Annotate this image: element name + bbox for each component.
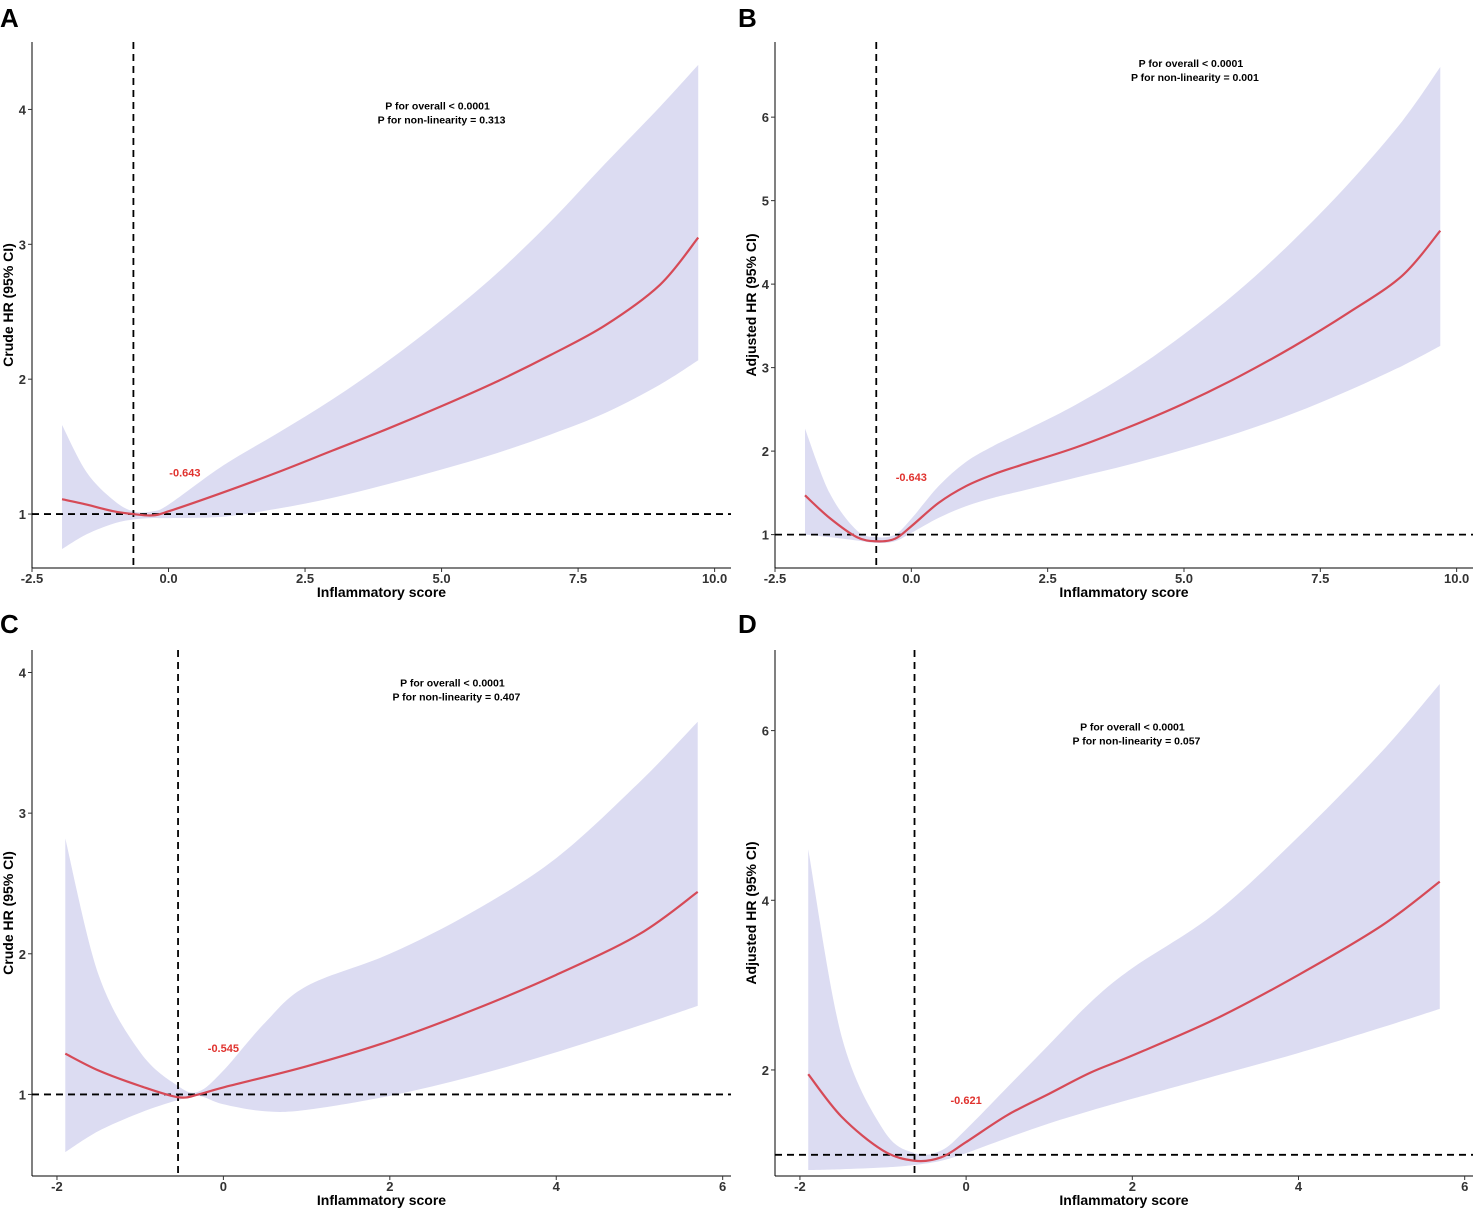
panel-b-y-tick-label: 2 — [762, 444, 769, 459]
panel-b-x-tick-label: 2.5 — [1039, 571, 1057, 586]
panel-a-y-tick-label: 4 — [19, 102, 27, 117]
panel-d-x-axis-title: Inflammatory score — [1059, 1192, 1188, 1208]
panel-a-letter: A — [0, 3, 19, 33]
panel-a-x-tick-label: 5.0 — [433, 571, 451, 586]
panel-a-x-tick-label: -2.5 — [21, 571, 43, 586]
panel-a-hr-curve — [61, 236, 700, 517]
panel-b-x-tick-label: 7.5 — [1311, 571, 1329, 586]
panel-d-x-tick-label: 4 — [1295, 1179, 1303, 1194]
panel-c-p-nonlinearity: P for non-linearity = 0.407 — [392, 692, 520, 704]
panel-a-x-tick-label: 2.5 — [296, 571, 314, 586]
panel-d-x-tick-label: 6 — [1461, 1179, 1468, 1194]
panel-c-y-tick-label: 4 — [19, 666, 27, 681]
panel-c-letter: C — [0, 609, 19, 639]
panel-c-x-tick-label: 4 — [553, 1179, 561, 1194]
panel-d-x-tick-label: 2 — [1129, 1179, 1136, 1194]
panel-a-y-tick-label: 1 — [19, 507, 26, 522]
panel-d-y-tick-label: 2 — [762, 1063, 769, 1078]
panel-b-p-nonlinearity: P for non-linearity = 0.001 — [1131, 72, 1259, 84]
panel-a: A -2.5 0.0 2.5 5.0 7.5 10.0 1 2 3 4 Inflammatory sc… — [0, 3, 731, 600]
panel-a-x-tick-label: 10.0 — [702, 571, 727, 586]
panel-b-ci-band — [804, 67, 1441, 543]
panel-d-x-tick-label: -2 — [794, 1179, 806, 1194]
panel-b-x-tick-label: -2.5 — [764, 571, 786, 586]
panel-b-y-axis-title: Adjusted HR (95% CI) — [743, 233, 759, 376]
panel-a-x-tick-label: 7.5 — [569, 571, 587, 586]
panel-b-y-tick-label: 1 — [762, 528, 769, 543]
panel-c-x-tick-label: 6 — [719, 1179, 726, 1194]
panel-d-y-axis-title: Adjusted HR (95% CI) — [743, 841, 759, 984]
panel-d-ci-band — [808, 683, 1440, 1171]
panel-c-x-axis-title: Inflammatory score — [317, 1192, 446, 1208]
panel-a-p-overall: P for overall < 0.0001 — [385, 100, 490, 112]
panel-b: B -2.5 0.0 2.5 5.0 7.5 10.0 1 2 3 4 5 6 Inflammatory … — [738, 3, 1473, 600]
panel-d-p-overall: P for overall < 0.0001 — [1080, 722, 1185, 734]
panel-c-x-tick-label: -2 — [51, 1179, 63, 1194]
panel-a-x-axis-title: Inflammatory score — [317, 584, 446, 600]
panel-d-p-nonlinearity: P for non-linearity = 0.057 — [1073, 736, 1201, 748]
panel-c: C -2 0 2 4 6 1 2 3 4 Inflammatory score Crude HR (9… — [0, 609, 731, 1208]
panel-b-y-tick-label: 5 — [762, 194, 769, 209]
panel-d-hr-curve — [807, 880, 1441, 1163]
panel-b-hr-curve — [804, 229, 1442, 543]
panel-c-y-axis-title: Crude HR (95% CI) — [0, 851, 16, 975]
panel-c-p-overall: P for overall < 0.0001 — [400, 678, 505, 690]
panel-a-x-tick-label: 0.0 — [159, 571, 177, 586]
panel-b-letter: B — [738, 3, 757, 33]
panel-b-y-tick-label: 6 — [762, 110, 769, 125]
panel-c-x-tick-label: 2 — [386, 1179, 393, 1194]
panel-b-x-tick-label: 0.0 — [902, 571, 920, 586]
panel-c-ci-band — [65, 721, 698, 1153]
panel-a-p-nonlinearity: P for non-linearity = 0.313 — [378, 114, 506, 126]
panel-c-y-tick-label: 2 — [19, 947, 26, 962]
panel-a-y-tick-label: 2 — [19, 372, 26, 387]
panel-b-y-tick-label: 4 — [762, 277, 770, 292]
panel-c-hr-curve — [64, 891, 699, 1099]
panel-b-x-tick-label: 10.0 — [1444, 571, 1469, 586]
panel-d: D -2 0 2 4 6 2 4 6 Inflammatory score Adjusted HR … — [738, 609, 1473, 1208]
panel-d-x-tick-label: 0 — [963, 1179, 970, 1194]
panel-a-y-tick-label: 3 — [19, 237, 26, 252]
panel-c-inflection-label: -0.545 — [208, 1043, 239, 1055]
panel-c-y-tick-label: 1 — [19, 1087, 26, 1102]
panel-d-y-tick-label: 6 — [762, 724, 769, 739]
panel-b-inflection-label: -0.643 — [896, 472, 927, 484]
panel-b-x-tick-label: 5.0 — [1175, 571, 1193, 586]
panel-d-inflection-label: -0.621 — [951, 1095, 982, 1107]
panel-a-inflection-label: -0.643 — [169, 467, 200, 479]
panel-b-x-axis-title: Inflammatory score — [1059, 584, 1188, 600]
panel-c-y-tick-label: 3 — [19, 806, 26, 821]
panel-c-x-tick-label: 0 — [220, 1179, 227, 1194]
panel-a-y-axis-title: Crude HR (95% CI) — [0, 243, 16, 367]
panel-b-p-overall: P for overall < 0.0001 — [1139, 58, 1244, 70]
panel-d-letter: D — [738, 609, 757, 639]
panel-d-y-tick-label: 4 — [762, 893, 770, 908]
panel-b-y-tick-label: 3 — [762, 361, 769, 376]
panel-a-ci-band — [62, 64, 699, 550]
